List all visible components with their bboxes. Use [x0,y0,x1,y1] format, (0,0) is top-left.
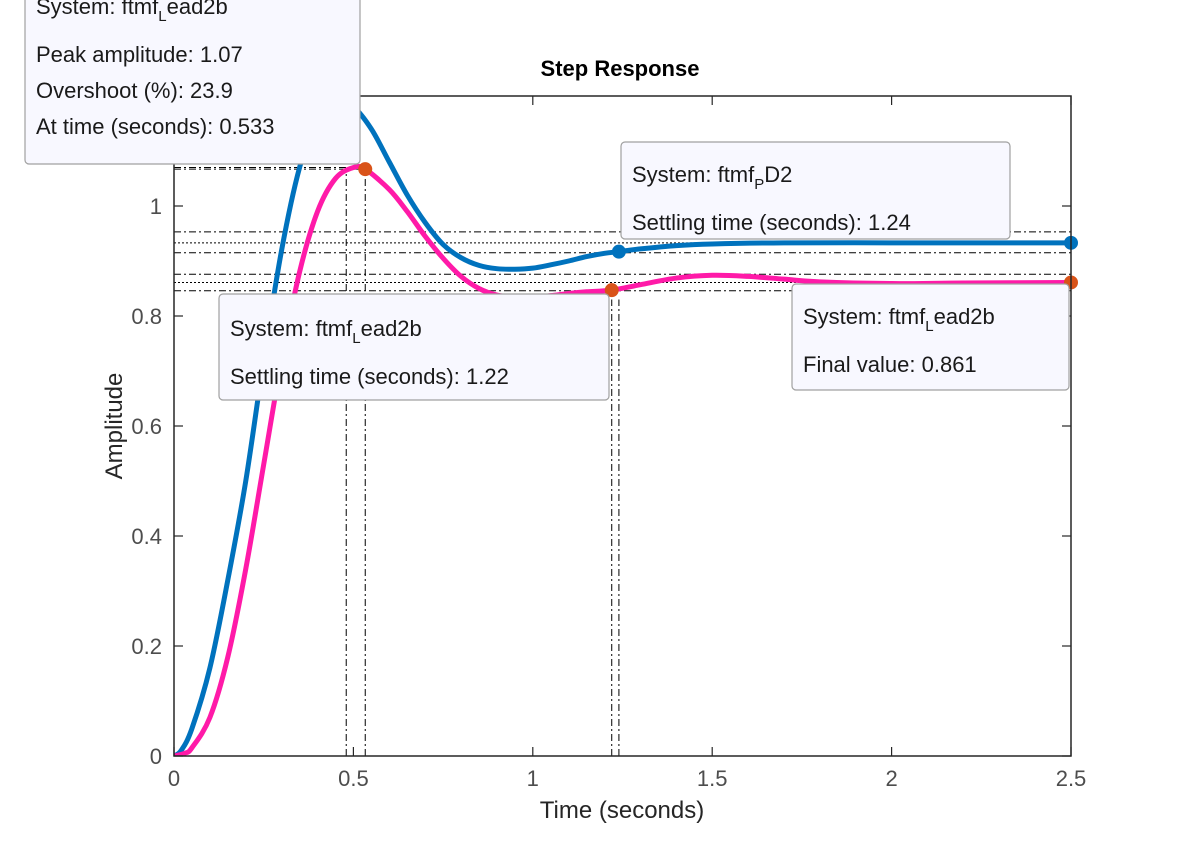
datatip-label-prefix: System: [36,0,122,19]
datatip-system-base: ftmf [889,304,927,329]
datatip-system-base: ftmf [718,162,756,187]
y-tick-label: 0.2 [131,634,162,659]
datatip-system-tail: ead2b [167,0,228,19]
y-tick-label: 1 [150,194,162,219]
y-tick-label: 0 [150,744,162,769]
datatip-value-line: Settling time (seconds): 1.24 [632,210,911,235]
datatip-background [620,141,1011,240]
datatip-value-line: At time (seconds): 0.533 [36,114,274,139]
datatip-system-base: ftmf [122,0,160,19]
x-tick-label: 2.5 [1056,766,1087,791]
datatip-background [24,0,361,165]
datatip-system-sub: L [352,330,360,347]
datatip-system-base: ftmf [316,316,354,341]
characteristic-guides [174,167,1071,756]
datatip-system-sub: L [158,8,166,25]
datatip-value-line: Final value: 0.861 [803,352,977,377]
datatip-background [218,293,610,401]
y-axis-label: Amplitude [101,373,128,480]
x-tick-label: 1 [527,766,539,791]
datatip-system-label: System: ftmfPD2 [632,162,792,193]
datatip-system-label: System: ftmfLead2b [36,0,228,25]
datatip-value-line: Overshoot (%): 23.9 [36,78,233,103]
datatip-box: System: ftmfLead2b Settling time (seconds… [218,293,610,401]
datatip-system-label: System: ftmfLead2b [230,316,422,347]
x-tick-label: 0.5 [338,766,369,791]
x-tick-label: 0 [168,766,180,791]
datatip-box: System: ftmfPD2 Settling time (seconds): … [620,141,1011,240]
datatip-marker [358,162,373,177]
datatip-background [791,283,1070,391]
x-tick-label: 2 [885,766,897,791]
datatip-system-sub: P [754,176,764,193]
y-tick-label: 0.4 [131,524,162,549]
datatip-system-tail: ead2b [361,316,422,341]
x-tick-label: 1.5 [697,766,728,791]
datatip-system-tail: ead2b [934,304,995,329]
datatip-system-tail: D2 [764,162,792,187]
axis-ticks: 0 0.5 1 1.5 2 2.5 0 0.2 0.4 0.6 0.8 1 [131,96,1086,791]
series-lines [174,98,1071,756]
datatip-marker [611,244,626,259]
datatip-label-prefix: System: [632,162,718,187]
datatip-label-prefix: System: [803,304,889,329]
datatip-value-line: Settling time (seconds): 1.22 [230,364,509,389]
chart-title: Step Response [541,56,700,81]
datatip-value-line: Peak amplitude: 1.07 [36,42,243,67]
datatip-system-sub: L [925,318,933,335]
x-axis-label: Time (seconds) [540,797,704,824]
y-tick-label: 0.8 [131,304,162,329]
datatip-marker [604,283,619,298]
series-line-0 [174,98,1071,756]
datatip-label-prefix: System: [230,316,316,341]
datatip-box: System: ftmfLead2b Final value: 0.861 [791,283,1070,391]
series-line-1 [174,163,1071,756]
y-tick-label: 0.6 [131,414,162,439]
datatip-system-label: System: ftmfLead2b [803,304,995,335]
datatip-box: System: ftmfLead2b Peak amplitude: 1.07 Ov… [24,0,361,165]
